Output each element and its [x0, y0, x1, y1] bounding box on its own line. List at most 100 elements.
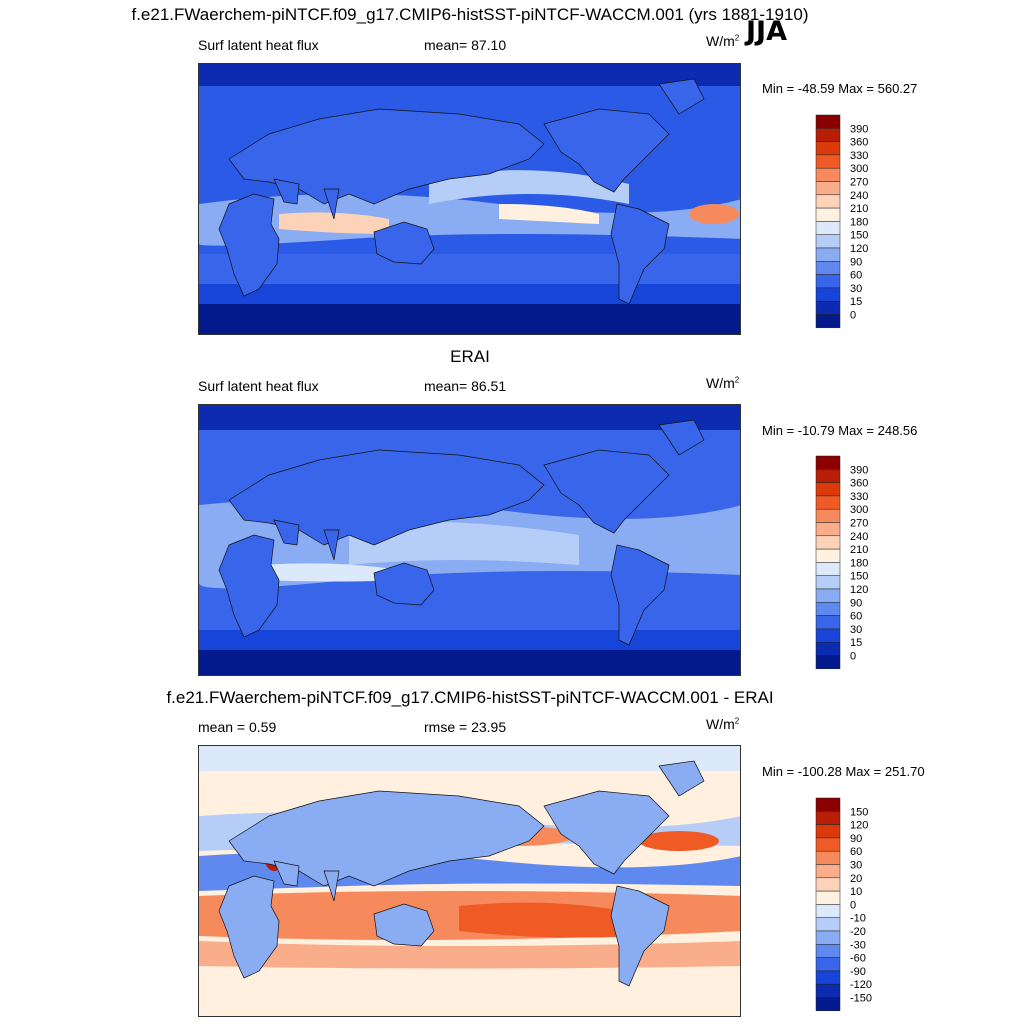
panel-3-colorbar: 150 120 90 60 30 20 10 0 -10 -20 -30 -60 -90 -120 -150 [815, 797, 906, 1013]
panel-2-map [198, 404, 741, 676]
colorbar-tick-label: 120 [850, 584, 868, 596]
colorbar-tick-label: 330 [850, 491, 868, 503]
colorbar-swatch [815, 548, 841, 563]
colorbar-tick-label: 150 [850, 571, 868, 583]
panel-3-mean-label: mean = 0.59 [198, 719, 277, 735]
colorbar-tick-label: -150 [850, 993, 872, 1005]
colorbar-tick-label: 270 [850, 518, 868, 530]
panel-3-title: f.e21.FWaerchem-piNTCF.f09_g17.CMIP6-his… [166, 688, 774, 707]
colorbar-swatch [815, 930, 841, 945]
colorbar-tick-label: -90 [850, 966, 866, 978]
colorbar-swatch [815, 655, 841, 670]
colorbar-tick-label: 10 [850, 886, 862, 898]
colorbar-swatch [815, 154, 841, 169]
colorbar-swatch [815, 811, 841, 825]
colorbar-tick-label: 60 [850, 270, 862, 282]
colorbar-tick-label: 30 [850, 624, 862, 636]
colorbar-tick-label: 20 [850, 873, 862, 885]
colorbar-swatch [815, 602, 841, 616]
colorbar-tick-label: -60 [850, 953, 866, 965]
colorbar-tick-label: 120 [850, 820, 868, 832]
colorbar-swatch [815, 167, 841, 182]
panel-2-units: W/m2 [706, 375, 740, 391]
colorbar-tick-label: 360 [850, 478, 868, 490]
colorbar-tick-label: 330 [850, 150, 868, 162]
colorbar-tick-label: 300 [850, 504, 868, 516]
panel-2-minmax: Min = -10.79 Max = 248.56 [762, 423, 918, 438]
panel-1-variable-label: Surf latent heat flux [198, 37, 319, 53]
colorbar-swatch [815, 221, 841, 235]
colorbar-tick-label: 15 [850, 296, 862, 308]
panel-3-map [198, 745, 741, 1017]
colorbar-swatch [815, 114, 841, 129]
colorbar-swatch [815, 904, 841, 918]
colorbar-tick-label: 390 [850, 123, 868, 135]
panel-1-map [198, 63, 741, 335]
colorbar-swatch [815, 970, 841, 985]
colorbar-tick-label: 90 [850, 597, 862, 609]
panel-3-units: W/m2 [706, 716, 740, 732]
panel-2-variable-label: Surf latent heat flux [198, 378, 319, 394]
colorbar-tick-label: 15 [850, 637, 862, 649]
colorbar-tick-label: 90 [850, 833, 862, 845]
colorbar-swatch [815, 641, 841, 656]
colorbar-swatch [815, 628, 841, 643]
colorbar-swatch [815, 575, 841, 590]
colorbar-swatch [815, 261, 841, 275]
panel-1-minmax: Min = -48.59 Max = 560.27 [762, 81, 918, 96]
colorbar-tick-label: 210 [850, 544, 868, 556]
panel-2-mean-label: mean= 86.51 [424, 378, 507, 394]
colorbar-swatch [815, 207, 841, 222]
colorbar-tick-label: 30 [850, 283, 862, 295]
colorbar-swatch [815, 128, 841, 142]
colorbar-tick-label: 240 [850, 190, 868, 202]
colorbar-swatch [815, 864, 841, 879]
colorbar-swatch [815, 837, 841, 852]
colorbar-swatch [815, 287, 841, 302]
colorbar-swatch [815, 997, 841, 1012]
colorbar-tick-label: -10 [850, 913, 866, 925]
colorbar-tick-label: 210 [850, 203, 868, 215]
colorbar-swatch [815, 508, 841, 523]
colorbar-tick-label: 0 [850, 310, 856, 322]
colorbar-swatch [815, 482, 841, 497]
colorbar-tick-label: 270 [850, 177, 868, 189]
colorbar-swatch [815, 588, 841, 603]
colorbar-swatch [815, 314, 841, 329]
colorbar-tick-label: 0 [850, 651, 856, 663]
colorbar-swatch [815, 495, 841, 510]
colorbar-swatch [815, 890, 841, 905]
colorbar-tick-label: 60 [850, 611, 862, 623]
colorbar-swatch [815, 522, 841, 537]
panel-1-mean-label: mean= 87.10 [424, 37, 507, 53]
colorbar-swatch [815, 983, 841, 998]
panel-3-rmse-label: rmse = 23.95 [424, 719, 507, 735]
colorbar-swatch [815, 141, 841, 156]
colorbar-swatch [815, 194, 841, 209]
colorbar-swatch [815, 562, 841, 576]
colorbar-tick-label: 390 [850, 464, 868, 476]
colorbar-tick-label: 240 [850, 531, 868, 543]
panel-1-title: f.e21.FWaerchem-piNTCF.f09_g17.CMIP6-his… [131, 5, 809, 24]
colorbar-tick-label: 60 [850, 846, 862, 858]
colorbar-tick-label: 150 [850, 806, 868, 818]
colorbar-tick-label: 150 [850, 230, 868, 242]
panel-2-title: ERAI [450, 347, 490, 366]
colorbar-tick-label: 0 [850, 899, 856, 911]
panel-1-colorbar: 390 360 330 300 270 240 210 180 150 120 90 60 30 15 0 [815, 114, 906, 330]
colorbar-swatch [815, 615, 841, 630]
colorbar-tick-label: -30 [850, 939, 866, 951]
colorbar-tick-label: 30 [850, 860, 862, 872]
colorbar-tick-label: 180 [850, 557, 868, 569]
colorbar-swatch [815, 181, 841, 196]
panel-2-colorbar: 390 360 330 300 270 240 210 180 150 120 90 60 30 15 0 [815, 455, 906, 671]
colorbar-swatch [815, 824, 841, 839]
colorbar-swatch [815, 234, 841, 249]
colorbar-swatch [815, 944, 841, 958]
colorbar-swatch [815, 877, 841, 892]
colorbar-swatch [815, 469, 841, 483]
colorbar-tick-label: 180 [850, 216, 868, 228]
colorbar-tick-label: 300 [850, 163, 868, 175]
colorbar-tick-label: 360 [850, 137, 868, 149]
colorbar-tick-label: -120 [850, 979, 872, 991]
